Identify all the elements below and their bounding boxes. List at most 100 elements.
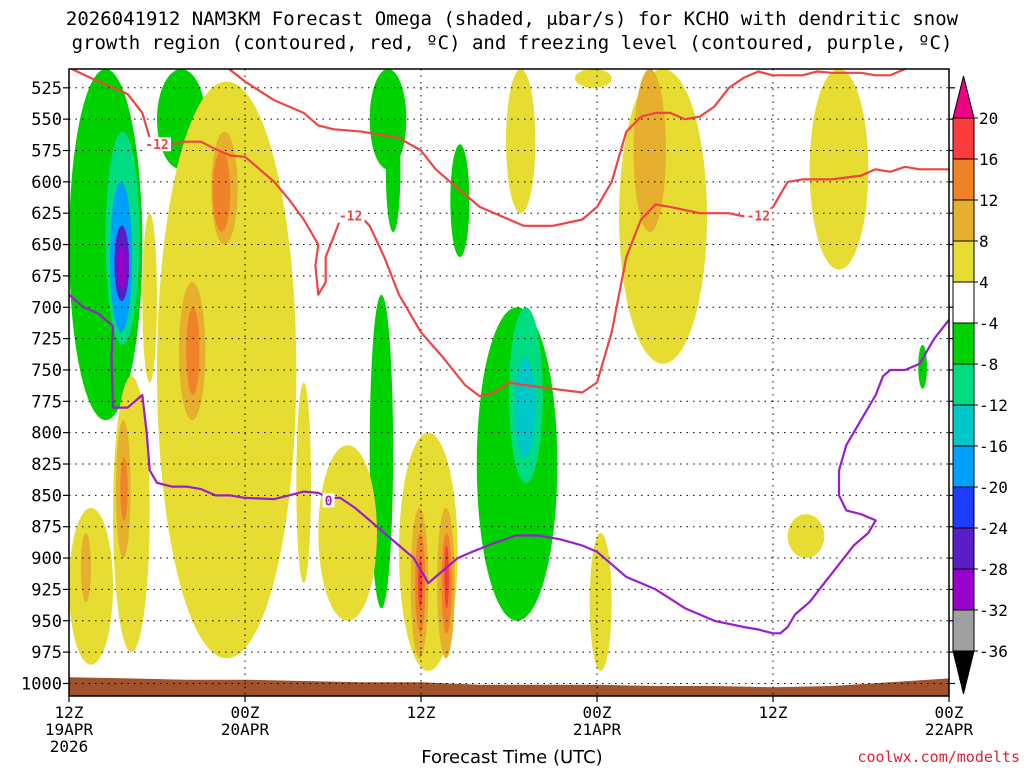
x-tick-time-48: 12Z	[759, 703, 788, 722]
omega-region-33	[633, 69, 666, 232]
y-tick-label-975: 975	[31, 643, 62, 663]
x-tick-time-36: 00Z	[583, 703, 612, 722]
credit-text: coolwx.com/modelts	[857, 748, 1020, 766]
colorbar-label--36: -36	[979, 642, 1008, 661]
y-tick-label-800: 800	[31, 424, 62, 444]
colorbar-bin--20	[952, 445, 975, 488]
y-tick-label-900: 900	[31, 549, 62, 569]
omega-region-36	[120, 457, 128, 521]
colorbar-bin--4	[952, 281, 975, 324]
colorbar-bin-12	[952, 158, 975, 201]
colorbar-bin--12	[952, 363, 975, 406]
colorbar-label--32: -32	[979, 601, 1008, 620]
omega-region-4	[117, 244, 127, 289]
omega-region-8	[450, 144, 470, 258]
colorbar-label--24: -24	[979, 519, 1008, 538]
omega-shading	[69, 69, 927, 671]
y-tick-label-850: 850	[31, 486, 62, 506]
colorbar-bin--28	[952, 527, 975, 570]
y-tick-label-600: 600	[31, 173, 62, 193]
colorbar-label-16: 16	[979, 150, 998, 169]
contour-0-line-0	[69, 69, 949, 398]
y-tick-label-650: 650	[31, 236, 62, 256]
omega-region-40	[444, 545, 449, 609]
y-tick-label-625: 625	[31, 204, 62, 224]
colorbar-top-triangle	[952, 75, 975, 119]
contour-label-bg	[744, 208, 773, 223]
y-tick-label-550: 550	[31, 110, 62, 130]
colorbar-label--16: -16	[979, 437, 1008, 456]
y-tick-label-825: 825	[31, 455, 62, 475]
colorbar-label--28: -28	[979, 560, 1008, 579]
y-tick-label-700: 700	[31, 298, 62, 318]
y-tick-label-925: 925	[31, 580, 62, 600]
contour-label-bg	[143, 137, 171, 152]
x-tick-date-60: 22APR	[925, 720, 974, 739]
y-tick-label-575: 575	[31, 142, 62, 162]
x-tick-date-0: 19APR	[45, 720, 94, 739]
colorbar-label--4: -4	[979, 314, 998, 333]
x-tick-time-0: 12Z	[55, 703, 84, 722]
contour-label-0-2: -12	[747, 210, 770, 225]
colorbar: -36 -32 -28 -24 -20 -16 -12 -8 -4 4 8 12 16 20	[952, 75, 1008, 695]
colorbar-bin-16	[952, 117, 975, 160]
omega-region-21	[506, 69, 536, 214]
omega-region-23	[589, 532, 612, 671]
omega-region-16	[142, 213, 158, 383]
contour-label-1-0: 0	[325, 494, 333, 509]
colorbar-bottom-triangle	[952, 650, 975, 695]
omega-region-26	[787, 514, 825, 559]
colorbar-label-4: 4	[979, 273, 989, 292]
y-axis-tick-labels: 525 550 575 600 625 650 675 700 725 750 775 800 825 8…	[21, 79, 62, 695]
y-tick-label-525: 525	[31, 79, 62, 99]
omega-region-35	[186, 307, 200, 396]
contour-label-0-1: -12	[339, 210, 362, 225]
omega-region-12	[514, 357, 536, 458]
colorbar-label--20: -20	[979, 478, 1008, 497]
contour-label-0-0: -12	[145, 138, 168, 153]
omega-region-18	[296, 382, 311, 584]
colorbar-bin--36	[952, 609, 975, 652]
colorbar-bin--16	[952, 404, 975, 447]
x-tick-year-0: 2026	[50, 737, 89, 756]
colorbar-bin--8	[952, 322, 975, 365]
chart-title-line-2: growth region (contoured, red, ºC) and f…	[71, 32, 953, 54]
colorbar-bin-8	[952, 199, 975, 242]
colorbar-bin--24	[952, 486, 975, 529]
omega-region-25	[809, 69, 869, 270]
contour-label-bg	[336, 208, 365, 223]
contour-label-bg	[322, 493, 335, 508]
y-tick-label-750: 750	[31, 361, 62, 381]
x-tick-time-24: 12Z	[407, 703, 436, 722]
terrain-layer	[69, 677, 949, 696]
colorbar-label-8: 8	[979, 232, 989, 251]
omega-region-22	[575, 69, 612, 88]
contour-1-line-0	[69, 293, 949, 635]
omega-region-15	[69, 507, 113, 665]
x-tick-time-60: 00Z	[935, 703, 964, 722]
terrain-fill	[69, 677, 949, 696]
omega-region-19	[318, 445, 377, 621]
x-tick-date-36: 21APR	[573, 720, 622, 739]
contour-layer: -12 -12 -12 0	[69, 69, 949, 635]
x-tick-time-12: 00Z	[231, 703, 260, 722]
omega-region-17	[157, 81, 297, 659]
omega-region-34	[212, 150, 231, 233]
y-tick-label-775: 775	[31, 392, 62, 412]
x-axis-label: Forecast Time (UTC)	[421, 747, 603, 768]
colorbar-bin-4	[952, 240, 975, 283]
colorbar-label-20: 20	[979, 109, 998, 128]
y-tick-label-725: 725	[31, 330, 62, 350]
chart-title-line-1: 2026041912 NAM3KM Forecast Omega (shaded…	[65, 8, 959, 30]
colorbar-label--12: -12	[979, 396, 1008, 415]
y-tick-label-675: 675	[31, 267, 62, 287]
y-tick-label-950: 950	[31, 612, 62, 632]
contour-0-line-1	[227, 69, 909, 227]
x-tick-date-12: 20APR	[221, 720, 270, 739]
y-tick-label-1000: 1000	[21, 674, 62, 694]
omega-region-28	[80, 532, 91, 602]
axes	[63, 68, 955, 702]
y-tick-label-875: 875	[31, 518, 62, 538]
colorbar-bin--32	[952, 568, 975, 611]
